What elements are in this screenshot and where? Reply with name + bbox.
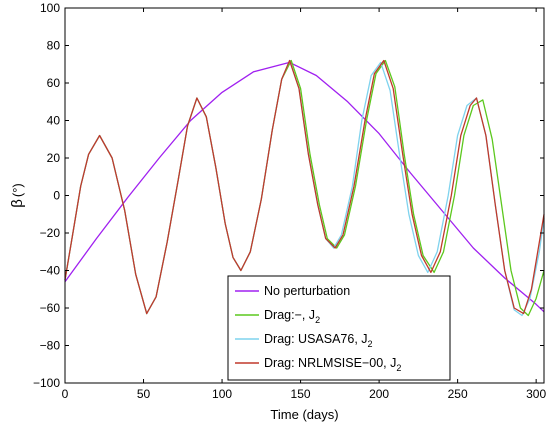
- legend-label-3: Drag: USASA76, J2: [264, 332, 373, 349]
- y-tick-label: 40: [47, 114, 61, 128]
- x-tick-label: 50: [137, 387, 151, 401]
- x-tick-label: 200: [369, 387, 389, 401]
- y-tick-label: 100: [40, 1, 60, 15]
- y-tick-label: −60: [40, 301, 61, 315]
- legend: No perturbation Drag:−, J2 Drag: USASA76, …: [227, 275, 451, 381]
- x-tick-label: 0: [62, 387, 69, 401]
- y-axis-title: β (°): [9, 183, 26, 208]
- y-tick-label: −20: [40, 226, 61, 240]
- x-axis-title: Time (days): [270, 407, 338, 422]
- legend-box: [227, 275, 451, 381]
- y-tick-label: −40: [40, 264, 61, 278]
- plot-lines: [64, 59, 545, 317]
- series-line-1: [64, 61, 545, 313]
- y-tick-label: −80: [40, 339, 61, 353]
- legend-items: No perturbation Drag:−, J2 Drag: USASA76, …: [235, 284, 401, 373]
- y-tick-label: −100: [33, 376, 60, 390]
- legend-label-4: Drag: NRLMSISE−00, J2: [264, 356, 401, 373]
- y-tick-label: 60: [47, 76, 61, 90]
- x-tick-label: 250: [448, 387, 468, 401]
- legend-label-1: No perturbation: [264, 284, 350, 298]
- y-tick-label: 80: [47, 39, 61, 53]
- y-axis-title-symbol: β: [9, 199, 26, 208]
- legend-label-2: Drag:−, J2: [264, 308, 320, 325]
- y-tick-label: 20: [47, 151, 61, 165]
- x-tick-label: 300: [526, 387, 546, 401]
- series-line-4: [64, 59, 545, 315]
- x-tick-label: 150: [291, 387, 311, 401]
- axis-ticks: 0 50 100 150 200 250 300 −100 −80 −60 −40 −20 0 20 40 6…: [33, 1, 547, 401]
- x-tick-label: 100: [212, 387, 232, 401]
- y-axis-title-unit: (°): [10, 183, 25, 197]
- y-tick-label: 0: [53, 189, 60, 203]
